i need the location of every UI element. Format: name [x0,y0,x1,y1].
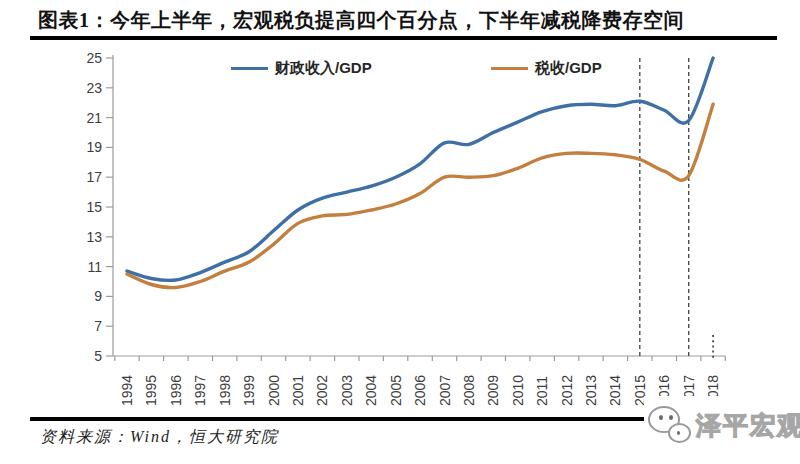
svg-text:9: 9 [94,288,102,304]
svg-text:1994: 1994 [119,375,135,406]
svg-text:1996: 1996 [168,375,184,406]
series-line-税收/GDP [127,104,713,287]
svg-text:2001: 2001 [290,375,306,406]
legend-item-tax: 税收/GDP [491,60,602,76]
svg-text:5: 5 [94,348,102,364]
svg-text:19: 19 [86,139,102,155]
svg-text:1998: 1998 [217,375,233,406]
svg-text:21: 21 [86,110,102,126]
svg-text:2008: 2008 [461,375,477,406]
svg-text:2013: 2013 [583,375,599,406]
svg-text:2007: 2007 [437,375,453,406]
svg-text:15: 15 [86,199,102,215]
legend-item-fiscal-revenue: 财政收入/GDP [231,60,372,76]
svg-text:11: 11 [87,259,102,275]
svg-text:2005: 2005 [388,375,404,406]
svg-text:1995: 1995 [143,375,159,406]
plot-svg: 5 7 9 11 13 15 17 19 21 23 25 1994 1995 1996 1997 1998 1… [0,0,800,464]
watermark-text: 泽平宏观 [696,409,800,442]
svg-text:17: 17 [86,169,102,185]
wechat-bubbles-icon [644,399,696,451]
svg-text:2004: 2004 [363,375,379,406]
watermark: 泽平宏观 [644,396,800,454]
svg-text:2002: 2002 [314,375,330,406]
svg-text:13: 13 [86,229,102,245]
svg-text:2011: 2011 [534,376,550,406]
series-line-财政收入/GDP [127,58,713,280]
svg-text:2012: 2012 [559,375,575,406]
data-source-note: 资料来源：Wind，恒大研究院 [40,427,279,448]
legend-label-fiscal-revenue: 财政收入/GDP [275,59,372,78]
svg-text:1997: 1997 [192,375,208,406]
svg-text:2000: 2000 [266,375,282,406]
svg-text:2006: 2006 [412,375,428,406]
svg-text:25: 25 [86,50,102,66]
legend-label-tax: 税收/GDP [535,59,602,78]
legend-swatch [231,67,268,70]
svg-text:23: 23 [86,80,102,96]
svg-text:2009: 2009 [485,375,501,406]
legend-swatch [491,67,528,70]
figure-page: 图表1：今年上半年，宏观税负提高四个百分点，下半年减税降费存空间 5791113… [0,0,800,464]
svg-text:7: 7 [94,318,102,334]
svg-text:1999: 1999 [241,375,257,406]
svg-text:2003: 2003 [339,375,355,406]
svg-text:2010: 2010 [510,375,526,406]
svg-text:2014: 2014 [607,375,623,406]
